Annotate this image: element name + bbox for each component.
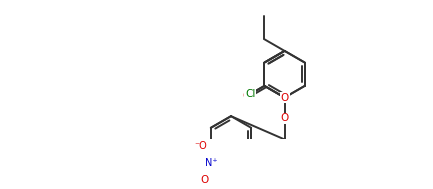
Text: O: O <box>200 175 208 185</box>
Text: ⁻O: ⁻O <box>194 141 207 151</box>
Text: N⁺: N⁺ <box>205 158 217 168</box>
Text: O: O <box>281 93 289 102</box>
Text: O: O <box>242 91 250 101</box>
Text: O: O <box>281 113 289 123</box>
Text: Cl: Cl <box>245 89 255 99</box>
